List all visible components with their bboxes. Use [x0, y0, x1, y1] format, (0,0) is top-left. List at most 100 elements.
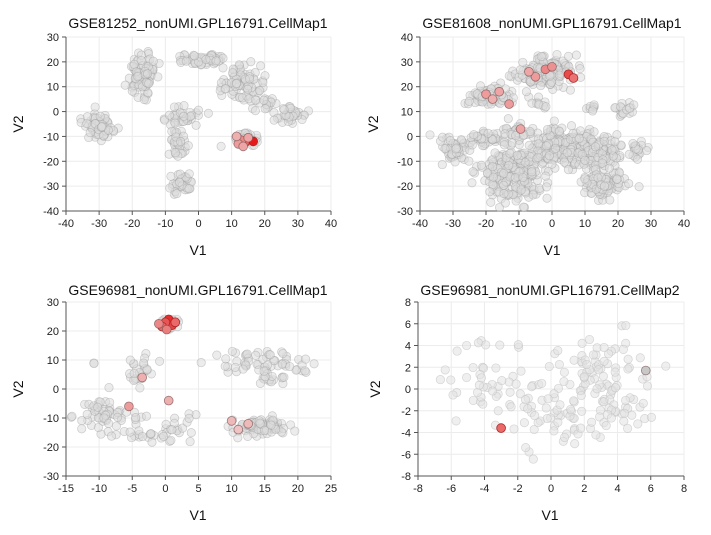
data-point [628, 138, 638, 149]
data-point [499, 140, 509, 150]
data-point [521, 443, 531, 453]
data-point [593, 365, 603, 375]
y-tick-label: 30 [401, 57, 413, 69]
data-point [565, 85, 575, 95]
x-tick-label: 8 [681, 483, 687, 495]
data-point [584, 334, 595, 345]
y-tick-label: -30 [397, 206, 413, 218]
highlighted-point [524, 67, 534, 77]
data-point [462, 372, 472, 383]
data-point [246, 57, 256, 67]
x-tick-label: 0 [162, 483, 168, 495]
x-axis-label: V1 [189, 242, 206, 258]
data-point [286, 420, 296, 430]
data-point [265, 350, 275, 360]
data-point [191, 120, 201, 130]
data-point [494, 202, 505, 213]
data-point [259, 366, 269, 376]
x-tick-label: -40 [412, 218, 428, 230]
data-point [618, 344, 628, 354]
data-point [568, 128, 578, 138]
data-point [545, 71, 555, 81]
data-point [269, 115, 279, 125]
data-point [576, 423, 586, 433]
data-point [632, 154, 643, 164]
data-point [646, 412, 657, 422]
x-tick-label: -10 [511, 218, 527, 230]
data-point [243, 431, 253, 441]
data-point [446, 375, 456, 385]
data-point [469, 130, 479, 140]
data-point [196, 358, 206, 368]
data-point [541, 102, 551, 112]
data-point [530, 411, 540, 421]
data-point [147, 437, 157, 447]
y-tick-label: -6 [401, 449, 411, 461]
data-point [97, 122, 107, 132]
data-point [301, 354, 311, 364]
data-point [634, 182, 644, 192]
x-tick-label: 15 [259, 483, 271, 495]
data-point [164, 110, 174, 120]
data-point [528, 454, 538, 464]
data-point [513, 340, 523, 350]
data-point [606, 413, 616, 423]
data-point [515, 389, 525, 399]
data-point [559, 367, 569, 377]
data-point [125, 427, 135, 437]
x-tick-label: 5 [195, 483, 201, 495]
data-point [553, 417, 563, 427]
data-point [603, 349, 614, 359]
x-tick-label: 10 [226, 483, 238, 495]
data-point [146, 429, 156, 439]
highlighted-point [226, 416, 237, 426]
data-point [605, 195, 615, 205]
highlighted-point [640, 365, 651, 376]
data-point [218, 63, 228, 73]
data-point [166, 435, 176, 445]
data-point [495, 340, 505, 350]
panel-title: GSE96981_nonUMI.GPL16791.CellMap1 [68, 282, 327, 298]
data-point [467, 140, 477, 150]
data-point [189, 51, 200, 61]
highlighted-point [494, 86, 505, 97]
data-point [518, 172, 528, 183]
data-point [499, 180, 509, 190]
data-point [105, 397, 115, 407]
data-point [166, 171, 176, 181]
panel-gse96981-cellmap1: GSE96981_nonUMI.GPL16791.CellMap1 V1 V2 … [10, 282, 337, 523]
data-point [170, 118, 180, 128]
data-point [516, 185, 526, 195]
highlighted-point [154, 318, 164, 329]
data-point [186, 428, 196, 438]
y-tick-label: -20 [397, 181, 413, 193]
data-point [135, 383, 145, 393]
data-point [623, 423, 633, 433]
data-point [638, 398, 648, 408]
y-tick-label: 0 [407, 131, 413, 143]
data-point [266, 420, 276, 430]
data-point [153, 72, 163, 82]
data-point [131, 413, 141, 423]
data-point [570, 439, 580, 449]
data-point [201, 54, 211, 65]
x-tick-label: 2 [581, 483, 587, 495]
data-point [543, 394, 553, 404]
y-tick-label: -4 [401, 428, 411, 440]
data-point [468, 395, 478, 405]
y-axis-label: V2 [10, 380, 26, 397]
data-point [133, 72, 143, 82]
data-point [549, 389, 559, 399]
data-point [211, 56, 221, 66]
highlighted-point [243, 418, 254, 429]
y-tick-label: -30 [43, 181, 59, 193]
y-tick-label: -20 [43, 156, 59, 168]
x-axis-label: V1 [543, 242, 560, 258]
data-point [599, 397, 609, 407]
data-point [155, 356, 165, 366]
data-point [243, 84, 253, 94]
data-point [541, 141, 552, 151]
x-tick-label: -8 [413, 483, 423, 495]
data-point [488, 172, 498, 182]
highlighted-point [233, 424, 244, 435]
